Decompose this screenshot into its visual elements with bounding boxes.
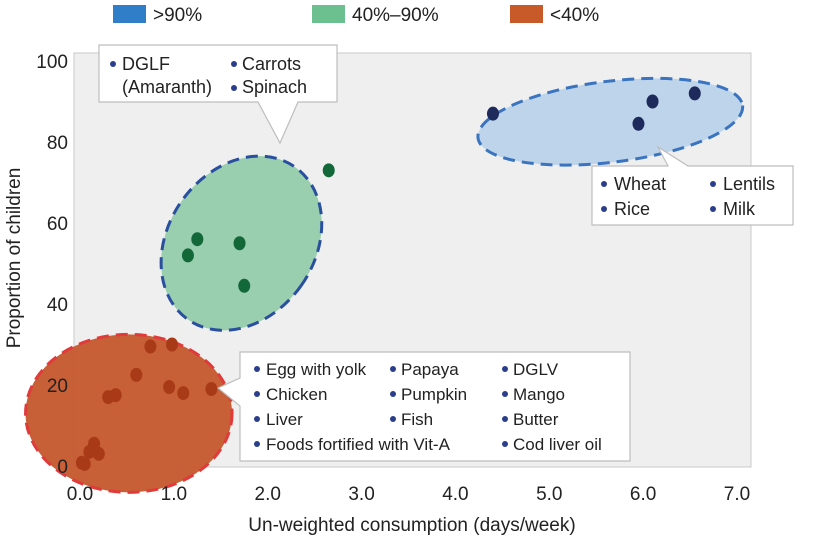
callout-bullet <box>110 61 116 67</box>
data-point <box>144 339 157 354</box>
callout-item-label: Fish <box>401 410 433 429</box>
callout-item-label: Butter <box>513 410 559 429</box>
callout-bullet <box>502 416 508 422</box>
callout-bullet <box>601 206 607 212</box>
legend-swatch <box>113 5 146 23</box>
callout-bullet <box>254 416 260 422</box>
data-point <box>688 86 701 101</box>
legend-label: <40% <box>550 5 599 26</box>
data-point <box>109 388 122 403</box>
callout-item-label: Spinach <box>242 77 307 97</box>
y-axis-label: Proportion of children <box>4 168 25 349</box>
callout-bullet <box>710 181 716 187</box>
callout-bullet <box>254 441 260 447</box>
data-point <box>78 456 91 471</box>
callout-bullet <box>502 391 508 397</box>
legend-swatch <box>312 5 345 23</box>
callout-item-label: Carrots <box>242 54 301 74</box>
callout-item-label: Rice <box>614 199 650 219</box>
callout-item-label: Chicken <box>266 385 327 404</box>
x-axis-label: Un-weighted consumption (days/week) <box>248 515 575 536</box>
callout-item-label: DGLV <box>513 360 559 379</box>
x-tick-label: 4.0 <box>442 484 468 505</box>
callout-item-label: Mango <box>513 385 565 404</box>
callout-item-label: Egg with yolk <box>266 360 367 379</box>
y-tick-label: 100 <box>36 52 68 73</box>
x-tick-label: 6.0 <box>630 484 656 505</box>
y-tick-label: 80 <box>47 133 68 154</box>
axes: 0.0 1.0 2.0 3.0 4.0 5.0 6.0 7.0 0 20 40 60 80 100 Un… <box>4 52 750 536</box>
x-tick-label: 2.0 <box>255 484 281 505</box>
callout-bullet <box>502 441 508 447</box>
x-axis: 0.0 1.0 2.0 3.0 4.0 5.0 6.0 7.0 <box>67 484 750 505</box>
callout-bullet <box>231 85 237 91</box>
callout-blue: Wheat Lentils Rice Milk <box>591 145 794 226</box>
callout-item-label: Wheat <box>614 174 666 194</box>
data-point <box>165 337 178 352</box>
y-tick-label: 20 <box>47 376 68 397</box>
callout-bullet <box>254 366 260 372</box>
data-point <box>632 116 645 131</box>
data-point <box>486 106 499 121</box>
legend: >90% 40%–90% <40% <box>113 5 599 26</box>
callout-bullet <box>231 61 237 67</box>
callout-item-label: Foods fortified with Vit-A <box>266 435 451 454</box>
callout-bullet <box>601 181 607 187</box>
region-low <box>24 332 234 494</box>
callout-item-label: Pumpkin <box>401 385 467 404</box>
data-point <box>177 386 190 401</box>
x-tick-label: 0.0 <box>67 484 93 505</box>
data-point <box>163 380 176 395</box>
callout-bullet <box>390 391 396 397</box>
data-points <box>75 86 701 471</box>
callout-item-label: Liver <box>266 410 303 429</box>
data-point <box>130 367 143 382</box>
legend-label: >90% <box>153 5 202 26</box>
data-point <box>646 94 659 109</box>
callout-bullet <box>390 366 396 372</box>
x-tick-label: 1.0 <box>161 484 187 505</box>
callout-item-label: DGLF <box>122 54 170 74</box>
callout-green: DGLF (Amaranth) Carrots Spinach <box>98 44 338 145</box>
callout-item-label: Cod liver oil <box>513 435 602 454</box>
legend-swatch <box>510 5 543 23</box>
data-point <box>238 278 251 293</box>
data-point <box>181 248 194 263</box>
callout-item-label: Milk <box>723 199 756 219</box>
legend-label: 40%–90% <box>352 5 439 26</box>
data-point <box>92 446 105 461</box>
y-tick-label: 0 <box>57 457 68 478</box>
callout-bullet <box>390 416 396 422</box>
data-point <box>205 382 218 397</box>
x-tick-label: 3.0 <box>348 484 374 505</box>
callout-bullet <box>502 366 508 372</box>
region-high <box>476 76 745 167</box>
y-tick-label: 40 <box>47 295 68 316</box>
regions <box>24 76 745 494</box>
callout-item-label: Lentils <box>723 174 775 194</box>
callout-red: Egg with yolk Papaya DGLV Chicken Pumpki… <box>216 351 631 462</box>
x-tick-label: 7.0 <box>724 484 750 505</box>
data-point <box>233 236 246 251</box>
callout-bullet <box>710 206 716 212</box>
callout-item-label: Papaya <box>401 360 459 379</box>
x-tick-label: 5.0 <box>536 484 562 505</box>
callout-item-label: (Amaranth) <box>122 77 212 97</box>
y-axis: 0 20 40 60 80 100 <box>36 52 68 478</box>
y-tick-label: 60 <box>47 214 68 235</box>
data-point <box>322 163 335 178</box>
data-point <box>191 232 204 247</box>
callout-bullet <box>254 391 260 397</box>
